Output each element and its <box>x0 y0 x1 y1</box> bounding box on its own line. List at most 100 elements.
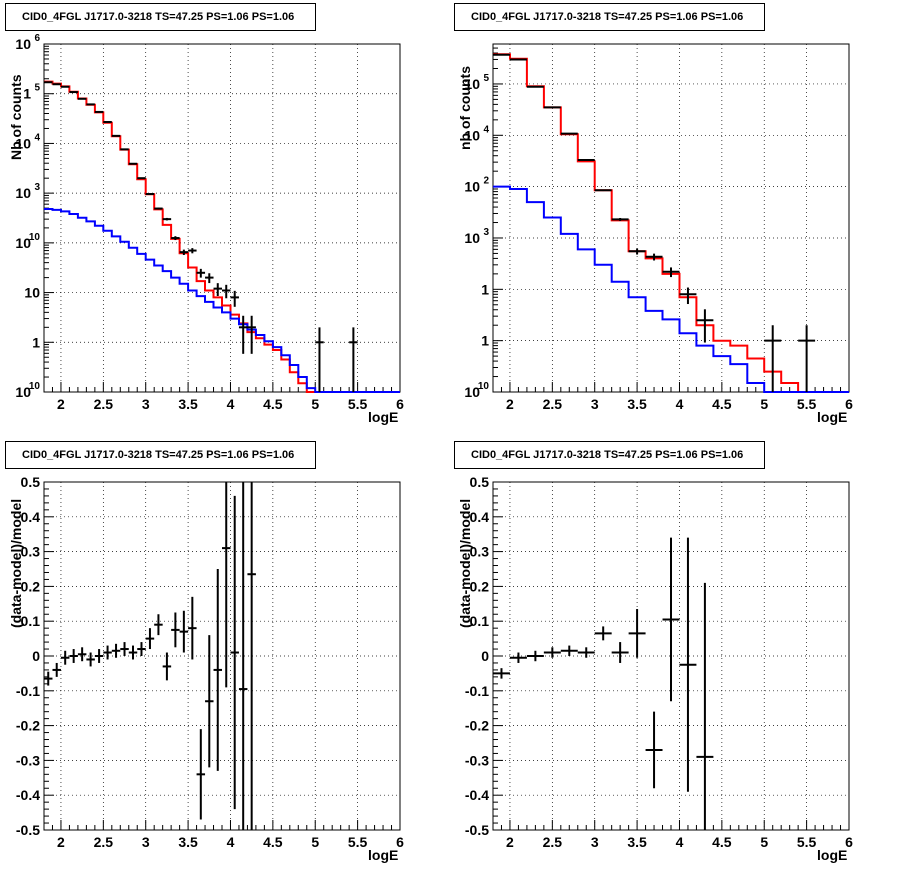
data-point <box>179 249 189 256</box>
y-tick-label: -0.3 <box>16 752 40 768</box>
y-axis-label: nb of counts <box>457 66 473 150</box>
x-axis-label: logE <box>817 409 848 425</box>
x-tick-label: 4 <box>227 834 235 850</box>
residual-point <box>44 671 53 686</box>
data-point <box>696 309 714 343</box>
data-point <box>171 236 180 241</box>
residual-point <box>628 609 646 658</box>
residual-point <box>103 645 112 660</box>
y-tick-label: 1 <box>23 86 31 102</box>
data-point <box>611 217 629 221</box>
residual-point <box>222 482 231 688</box>
residual-point <box>188 596 197 660</box>
plot-frame <box>43 43 401 393</box>
y-tick-label: 10 <box>15 36 31 52</box>
residual-point <box>213 569 222 771</box>
y-tick-label: 0 <box>32 648 40 664</box>
y-tick-exponent: 3 <box>34 182 40 193</box>
y-tick-label: 0.5 <box>21 474 41 490</box>
residual-point <box>137 642 146 656</box>
y-tick-label: 0.4 <box>21 509 41 525</box>
x-tick-label: 2.5 <box>543 834 563 850</box>
x-tick-label: 3 <box>591 396 599 412</box>
residual-point <box>171 612 180 648</box>
y-tick-label: -0.4 <box>465 787 489 803</box>
chart-title: CID0_4FGL J1717.0-3218 TS=47.25 PS=1.06 … <box>5 441 316 469</box>
residual-point <box>543 647 561 658</box>
chart-title: CID0_4FGL J1717.0-3218 TS=47.25 PS=1.06 … <box>454 441 765 469</box>
x-tick-label: 5 <box>311 834 319 850</box>
residual-point <box>238 482 248 830</box>
residual-point <box>179 610 189 653</box>
data-point <box>645 253 663 261</box>
y-tick-label: -0.5 <box>465 822 489 838</box>
y-axis-label: (data-model)/model <box>8 498 24 628</box>
residual-point <box>86 652 95 667</box>
data-point <box>764 325 782 392</box>
data-point <box>238 315 248 354</box>
y-tick-label: -0.3 <box>465 752 489 768</box>
x-tick-label: 4.5 <box>712 396 732 412</box>
y-tick-label: -0.5 <box>16 822 40 838</box>
y-tick-label: 1 <box>32 334 40 350</box>
chart-panel-residuals-right: CID0_4FGL J1717.0-3218 TS=47.25 PS=1.06 … <box>449 438 898 875</box>
chart-title: CID0_4FGL J1717.0-3218 TS=47.25 PS=1.06 … <box>454 3 765 31</box>
data-point <box>594 189 612 192</box>
y-tick-label: 0.1 <box>21 613 41 629</box>
data-point <box>349 327 358 392</box>
y-tick-label: 1 <box>481 281 489 297</box>
data-point <box>213 283 222 296</box>
residual-point <box>560 645 578 656</box>
y-tick-label: 0.4 <box>470 509 490 525</box>
y-tick-label: 10 <box>464 384 480 400</box>
residual-point <box>205 635 214 768</box>
y-tick-label: 10 <box>24 285 40 301</box>
residual-point <box>611 642 629 663</box>
x-axis-label: logE <box>368 409 399 425</box>
x-tick-label: 2 <box>506 396 514 412</box>
residual-point <box>247 482 256 830</box>
x-tick-label: 5.5 <box>348 396 368 412</box>
y-tick-label: -0.4 <box>16 787 40 803</box>
x-tick-label: 5 <box>311 396 319 412</box>
data-point <box>315 327 324 392</box>
x-tick-label: 4 <box>676 396 684 412</box>
data-point <box>145 193 155 196</box>
y-tick-label: -0.2 <box>465 718 489 734</box>
x-tick-label: 2.5 <box>543 396 563 412</box>
x-tick-label: 2 <box>57 834 65 850</box>
x-tick-label: 4 <box>676 834 684 850</box>
y-tick-label: 0.5 <box>470 474 490 490</box>
chart-panel-residuals-left: CID0_4FGL J1717.0-3218 TS=47.25 PS=1.06 … <box>0 438 449 875</box>
chart-panel-counts-right: CID0_4FGL J1717.0-3218 TS=47.25 PS=1.06 … <box>449 0 898 437</box>
x-tick-label: 5 <box>760 396 768 412</box>
chart-plot-area: 2 2.5 3 3.5 4 4.5 5 5.5 6 -0.5 -0.4 -0.3 -0.2 -0.1 0 0.… <box>16 474 404 850</box>
model-background-curve <box>493 185 849 393</box>
x-tick-label: 3.5 <box>178 834 198 850</box>
data-point <box>679 287 697 305</box>
x-tick-label: 3.5 <box>627 396 647 412</box>
residual-point <box>145 628 155 650</box>
x-tick-label: 4 <box>227 396 235 412</box>
y-tick-label: 10 <box>15 185 31 201</box>
residual-point <box>120 642 129 656</box>
data-point <box>247 315 256 354</box>
y-tick-label: 10 <box>15 235 31 251</box>
y-tick-label: -0.1 <box>465 683 489 699</box>
data-point <box>128 162 138 165</box>
y-tick-exponent: 5 <box>34 83 40 94</box>
x-tick-label: 6 <box>396 834 404 850</box>
y-tick-label: 10 <box>15 384 31 400</box>
y-tick-exponent: 10 <box>29 381 41 392</box>
y-tick-label: 10 <box>464 179 480 195</box>
data-point <box>162 217 172 221</box>
residual-point <box>60 650 70 665</box>
y-tick-exponent: 5 <box>483 73 489 84</box>
x-tick-label: 5.5 <box>797 834 817 850</box>
x-tick-label: 6 <box>396 396 404 412</box>
residual-point <box>526 650 544 662</box>
residual-point <box>69 649 78 663</box>
data-point <box>137 177 146 180</box>
chart-plot-area: 2 2.5 3 3.5 4 4.5 5 5.5 6 -0.5 -0.4 -0.3 -0.2 -0.1 0 0.… <box>465 474 853 850</box>
